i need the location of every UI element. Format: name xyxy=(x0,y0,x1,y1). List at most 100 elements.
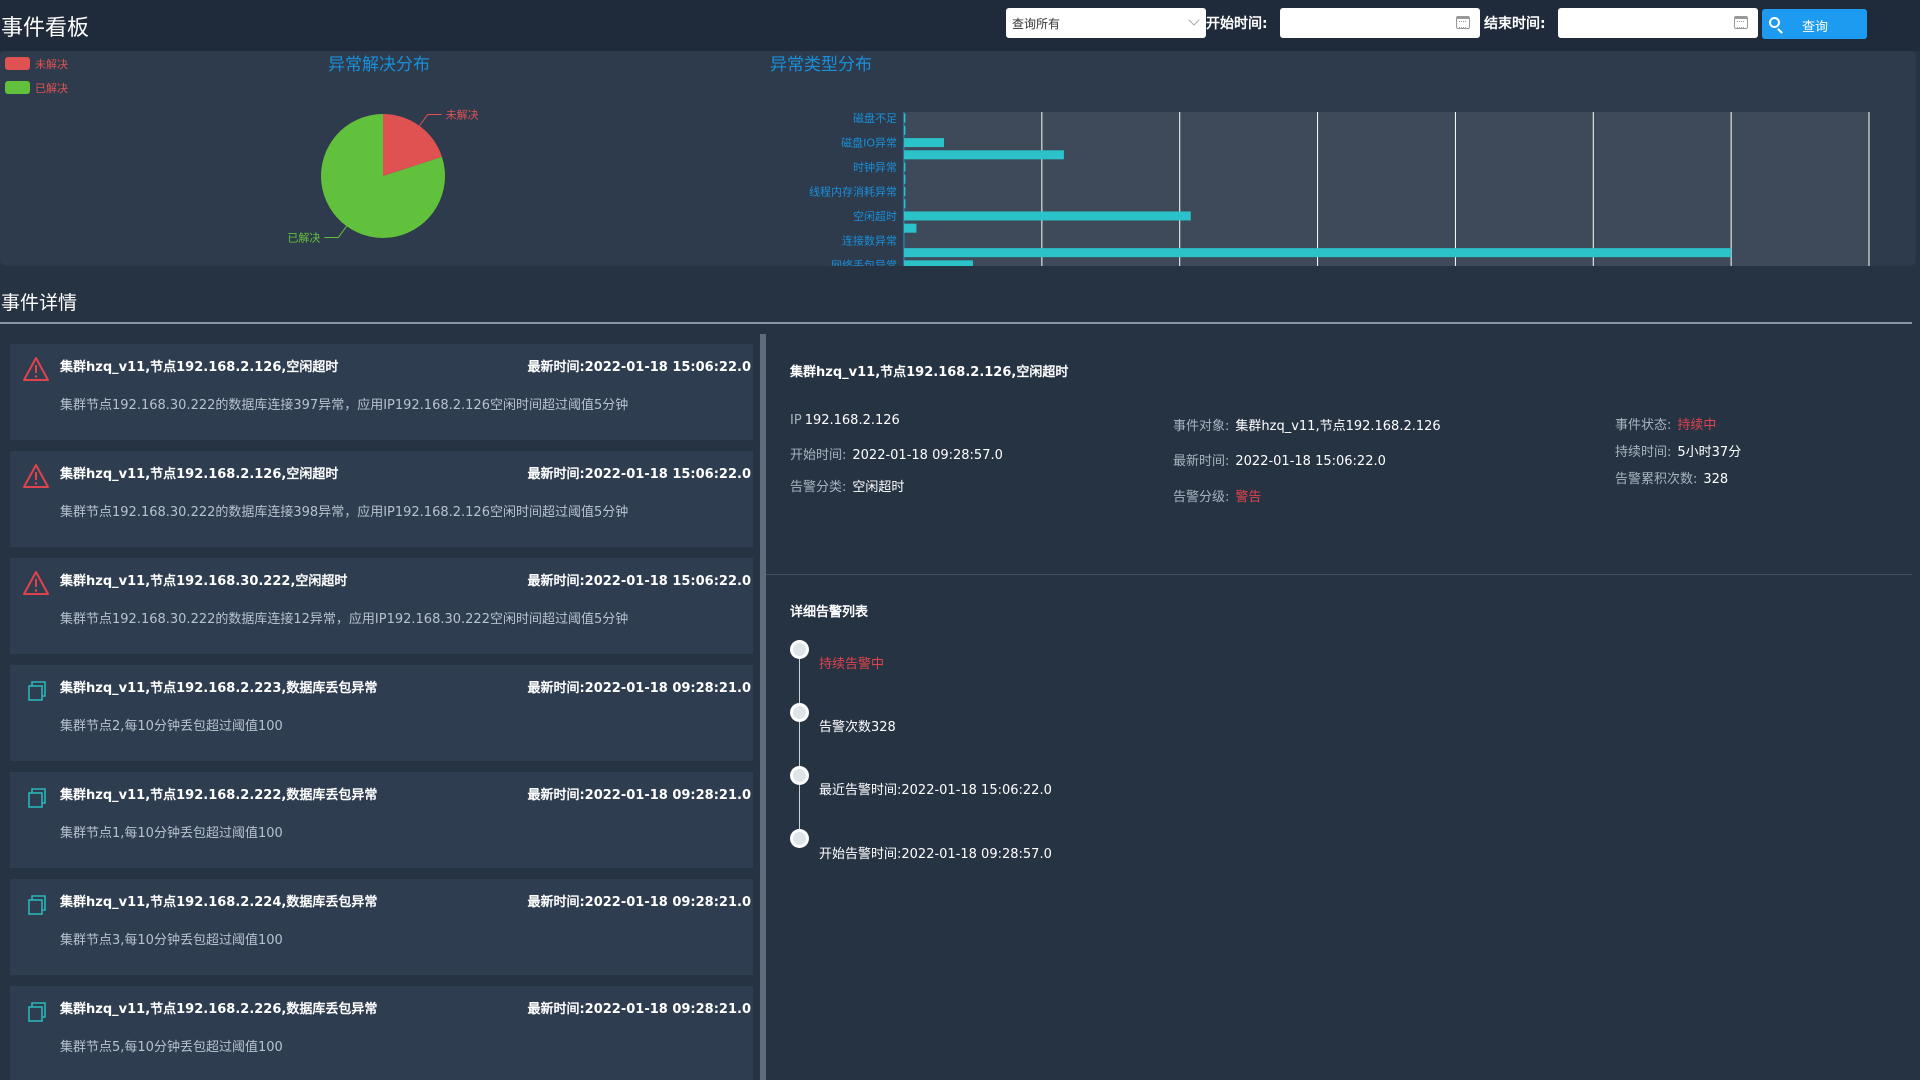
detail-count-value: 328 xyxy=(1703,472,1729,487)
search-icon xyxy=(1769,17,1780,28)
detail-object: 事件对象: 集群hzq_v11,节点192.168.2.126 xyxy=(1173,415,1441,434)
bar[interactable] xyxy=(904,199,906,209)
event-title: 集群hzq_v11,节点192.168.30.222,空闲超时 xyxy=(60,574,348,589)
y-category-label: 空闲超时 xyxy=(853,209,897,223)
query-filter-select[interactable]: 查询所有 xyxy=(1006,8,1206,38)
event-list-item[interactable]: 集群hzq_v11,节点192.168.2.224,数据库丢包异常 最新时间:20… xyxy=(10,879,753,975)
event-list-item[interactable]: 集群hzq_v11,节点192.168.2.126,空闲超时 最新时间:2022-… xyxy=(10,451,753,547)
search-button-label: 查询 xyxy=(1802,20,1829,35)
bar[interactable] xyxy=(904,187,906,196)
pie-slice-label: 未解决 xyxy=(446,108,479,122)
search-button[interactable]: 查询 xyxy=(1762,9,1867,39)
event-latest-time: 最新时间:2022-01-18 15:06:22.0 xyxy=(527,360,751,375)
detail-duration-label: 持续时间: xyxy=(1615,445,1672,460)
event-description: 集群节点192.168.30.222的数据库连接398异常，应用IP192.16… xyxy=(60,505,629,520)
bar[interactable] xyxy=(904,248,1732,258)
pie-label-line xyxy=(419,114,442,127)
detail-object-value: 集群hzq_v11,节点192.168.2.126 xyxy=(1235,419,1441,434)
detail-level-label: 告警分级: xyxy=(1173,490,1230,505)
section-divider xyxy=(0,322,1912,324)
event-list-item[interactable]: 集群hzq_v11,节点192.168.2.223,数据库丢包异常 最新时间:20… xyxy=(10,665,753,761)
legend-swatch-resolved[interactable] xyxy=(5,81,30,94)
bar[interactable] xyxy=(904,162,906,172)
detail-latest: 最新时间: 2022-01-18 15:06:22.0 xyxy=(1173,450,1386,469)
bar[interactable] xyxy=(904,125,906,135)
bar[interactable] xyxy=(904,174,906,184)
detail-duration-value: 5小时37分 xyxy=(1677,445,1742,460)
copy-icon xyxy=(22,784,50,814)
detail-category: 告警分类: 空闲超时 xyxy=(790,476,904,495)
event-title: 集群hzq_v11,节点192.168.2.226,数据库丢包异常 xyxy=(60,1002,378,1017)
warning-triangle-icon xyxy=(22,356,50,386)
detail-start: 开始时间: 2022-01-18 09:28:57.0 xyxy=(790,444,1003,463)
bar[interactable] xyxy=(904,113,906,123)
y-category-label: 连接数异常 xyxy=(842,234,897,247)
event-latest-time: 最新时间:2022-01-18 09:28:21.0 xyxy=(527,1002,751,1017)
start-time-label: 开始时间: xyxy=(1206,16,1268,32)
detail-level-value: 警告 xyxy=(1235,490,1262,505)
detail-ip-value: 192.168.2.126 xyxy=(804,413,900,428)
detail-object-label: 事件对象: xyxy=(1173,419,1230,434)
event-description: 集群节点2,每10分钟丢包超过阈值100 xyxy=(60,719,283,734)
bar[interactable] xyxy=(904,260,973,266)
bar[interactable] xyxy=(904,211,1191,221)
event-list-item[interactable]: 集群hzq_v11,节点192.168.2.222,数据库丢包异常 最新时间:20… xyxy=(10,772,753,868)
detail-count: 告警累积次数: 328 xyxy=(1615,468,1728,487)
warning-triangle-icon xyxy=(22,570,50,600)
pie-slice-unresolved[interactable] xyxy=(383,114,442,176)
y-category-label: 线程内存消耗异常 xyxy=(809,185,897,199)
event-detail-panel: 集群hzq_v11,节点192.168.2.126,空闲超时 IP 192.168… xyxy=(766,334,1916,1080)
event-title: 集群hzq_v11,节点192.168.2.222,数据库丢包异常 xyxy=(60,788,378,803)
end-time-input[interactable] xyxy=(1558,8,1758,38)
page-title: 事件看板 xyxy=(1,16,90,41)
event-title: 集群hzq_v11,节点192.168.2.126,空闲超时 xyxy=(60,467,339,482)
event-list: 集群hzq_v11,节点192.168.2.126,空闲超时最新时间:2022-… xyxy=(0,334,760,1080)
pie-slice-resolved[interactable] xyxy=(321,114,445,238)
detail-status-value: 持续中 xyxy=(1677,418,1717,433)
event-list-scrollbar[interactable] xyxy=(760,334,766,1080)
y-category-label: 磁盘不足 xyxy=(853,111,897,125)
event-description: 集群节点3,每10分钟丢包超过阈值100 xyxy=(60,933,283,948)
detail-start-value: 2022-01-18 09:28:57.0 xyxy=(852,448,1003,463)
header-bar: 事件看板 查询所有 开始时间: 结束时间: 查询 xyxy=(0,0,1920,51)
event-latest-time: 最新时间:2022-01-18 15:06:22.0 xyxy=(527,467,751,482)
copy-icon xyxy=(22,891,50,921)
legend-swatch-unresolved[interactable] xyxy=(5,57,30,70)
copy-icon xyxy=(22,677,50,707)
bar-plot-area xyxy=(903,112,1869,266)
query-filter-value: 查询所有 xyxy=(1012,17,1061,31)
event-list-item[interactable]: 集群hzq_v11,节点192.168.2.226,数据库丢包异常 最新时间:20… xyxy=(10,986,753,1080)
bar-chart: 异常类型分布 网络丢包异常 连接数异常 空闲超时 线程内存消耗异常 时钟异常 磁盘IO异常… xyxy=(770,55,1870,266)
event-title: 集群hzq_v11,节点192.168.2.126,空闲超时 xyxy=(60,360,339,375)
calendar-icon[interactable] xyxy=(1456,16,1470,29)
bar[interactable] xyxy=(904,150,1064,160)
event-description: 集群节点192.168.30.222的数据库连接397异常，应用IP192.16… xyxy=(60,398,629,413)
event-title: 集群hzq_v11,节点192.168.2.224,数据库丢包异常 xyxy=(60,895,378,910)
detail-ip: IP 192.168.2.126 xyxy=(790,413,900,428)
warning-triangle-icon xyxy=(22,463,50,493)
bar[interactable] xyxy=(904,138,944,148)
detail-latest-label: 最新时间: xyxy=(1173,454,1230,469)
detail-category-value: 空闲超时 xyxy=(852,480,905,495)
event-latest-time: 最新时间:2022-01-18 09:28:21.0 xyxy=(527,895,751,910)
event-description: 集群节点1,每10分钟丢包超过阈值100 xyxy=(60,826,283,841)
detail-start-label: 开始时间: xyxy=(790,448,847,463)
detail-divider xyxy=(766,574,1912,575)
charts-panel: 未解决 已解决 异常解决分布 未解决 已解决 异常类型分布 网络丢包异常 连接数异常… xyxy=(0,51,1916,266)
event-list-item[interactable]: 集群hzq_v11,节点192.168.30.222,空闲超时 最新时间:2022… xyxy=(10,558,753,654)
calendar-icon[interactable] xyxy=(1734,16,1748,29)
timeline-line xyxy=(799,650,800,840)
legend-resolved-label[interactable]: 已解决 xyxy=(35,81,68,95)
legend-unresolved-label[interactable]: 未解决 xyxy=(35,57,68,71)
copy-icon xyxy=(22,998,50,1028)
timeline-dot xyxy=(790,829,809,848)
start-time-input[interactable] xyxy=(1280,8,1480,38)
event-list-item[interactable]: 集群hzq_v11,节点192.168.2.126,空闲超时 最新时间:2022-… xyxy=(10,344,753,440)
pie-label-line xyxy=(324,225,347,238)
timeline-item: 持续告警中 xyxy=(819,657,885,672)
bar[interactable] xyxy=(904,223,917,233)
y-category-label: 磁盘IO异常 xyxy=(841,136,897,150)
timeline-dot xyxy=(790,703,809,722)
